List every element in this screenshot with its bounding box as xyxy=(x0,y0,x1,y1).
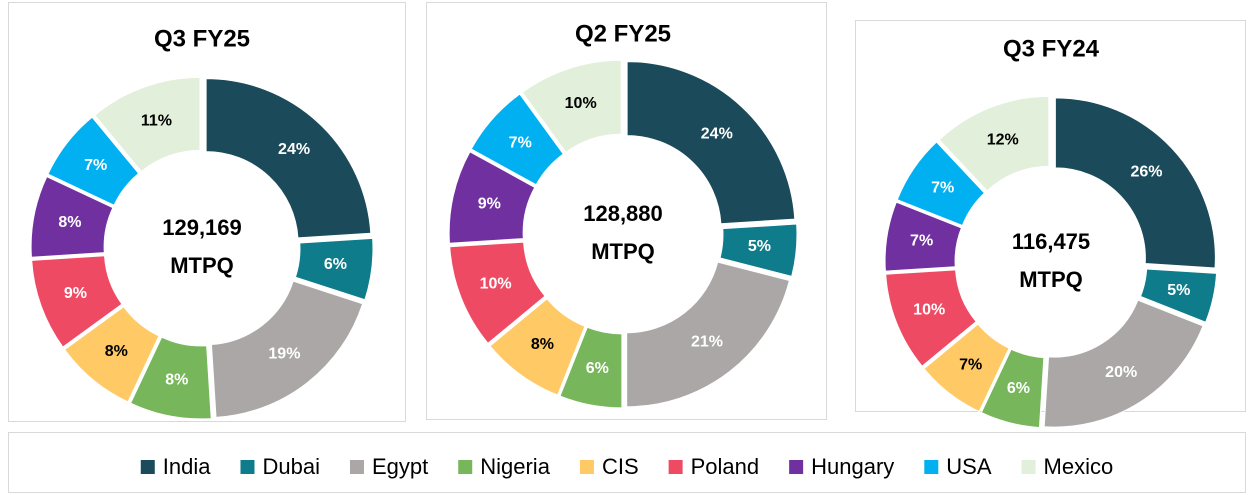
slice xyxy=(980,348,1045,429)
legend-label: Egypt xyxy=(372,454,428,479)
legend-swatch xyxy=(1021,460,1036,474)
center-label: MTPQ xyxy=(170,253,234,278)
legend-swatch xyxy=(140,460,155,474)
legend-label: USA xyxy=(946,454,992,479)
slice xyxy=(294,237,374,301)
slice xyxy=(719,223,798,277)
legend: India Dubai Egypt Nigeria CIS Poland Hungary US… xyxy=(140,454,1114,479)
slice xyxy=(626,61,796,225)
data-label: 9% xyxy=(64,285,87,302)
legend-label: Mexico xyxy=(1044,454,1114,479)
legend-label: Dubai xyxy=(262,454,319,479)
data-label: 6% xyxy=(324,256,347,273)
slice xyxy=(923,323,1010,413)
data-label: 7% xyxy=(959,357,982,374)
chart-title: Q3 FY24 xyxy=(1003,35,1100,62)
legend-swatch xyxy=(458,460,473,474)
slice xyxy=(885,269,977,367)
data-label: 24% xyxy=(701,125,733,142)
center-label: 128,880 xyxy=(583,201,663,226)
slice xyxy=(47,116,140,206)
data-label: 8% xyxy=(165,371,188,388)
legend-label: India xyxy=(163,454,211,479)
data-label: 19% xyxy=(268,345,300,362)
slice xyxy=(938,95,1050,192)
data-label: 12% xyxy=(987,131,1019,148)
slice xyxy=(30,175,114,258)
data-label: 5% xyxy=(748,238,771,255)
slice xyxy=(521,59,622,153)
slice xyxy=(1139,268,1218,323)
center-label: MTPQ xyxy=(1019,267,1083,292)
slice xyxy=(94,76,201,173)
legend-label: Poland xyxy=(691,454,760,479)
data-label: 10% xyxy=(913,301,945,318)
data-label: 9% xyxy=(478,195,501,212)
slice xyxy=(129,336,212,420)
data-label: 8% xyxy=(105,343,128,360)
slice xyxy=(470,93,564,186)
chart-title: Q2 FY25 xyxy=(575,20,671,47)
data-label: 5% xyxy=(1167,282,1190,299)
data-label: 26% xyxy=(1130,164,1162,181)
data-label: 11% xyxy=(141,113,172,130)
data-label: 7% xyxy=(509,135,532,152)
slice xyxy=(884,201,963,272)
center-label: 129,169 xyxy=(162,215,242,240)
slice xyxy=(626,261,791,408)
slice xyxy=(489,298,586,396)
slice xyxy=(449,241,546,345)
slice xyxy=(205,78,372,239)
slice xyxy=(1043,299,1204,428)
legend-label: Hungary xyxy=(811,454,894,479)
legend-swatch xyxy=(924,460,939,474)
slice xyxy=(63,306,160,403)
legend-box xyxy=(8,432,1246,493)
legend-swatch xyxy=(240,460,255,474)
legend-swatch xyxy=(349,460,364,474)
legend-label: Nigeria xyxy=(480,454,550,479)
slice xyxy=(896,141,986,227)
center-label: MTPQ xyxy=(591,239,655,264)
data-label: 24% xyxy=(278,141,310,158)
legend-swatch xyxy=(668,460,683,474)
data-label: 6% xyxy=(586,360,609,377)
legend-swatch xyxy=(789,460,804,474)
data-label: 21% xyxy=(691,333,723,350)
data-label: 8% xyxy=(531,336,554,353)
slice xyxy=(210,280,364,418)
legend-label: CIS xyxy=(602,454,639,479)
slice xyxy=(31,255,123,348)
data-label: 7% xyxy=(931,180,954,197)
legend-swatch xyxy=(579,460,594,474)
chart-title: Q3 FY25 xyxy=(154,25,250,52)
slice xyxy=(448,151,536,244)
data-label: 20% xyxy=(1105,364,1137,381)
data-label: 7% xyxy=(910,233,933,250)
slice xyxy=(559,326,623,409)
data-label: 10% xyxy=(480,276,512,293)
data-label: 8% xyxy=(58,214,81,231)
data-label: 10% xyxy=(565,95,597,112)
data-label: 6% xyxy=(1007,380,1030,397)
slice xyxy=(1054,97,1216,269)
data-label: 7% xyxy=(84,157,107,174)
center-label: 116,475 xyxy=(1012,229,1090,254)
